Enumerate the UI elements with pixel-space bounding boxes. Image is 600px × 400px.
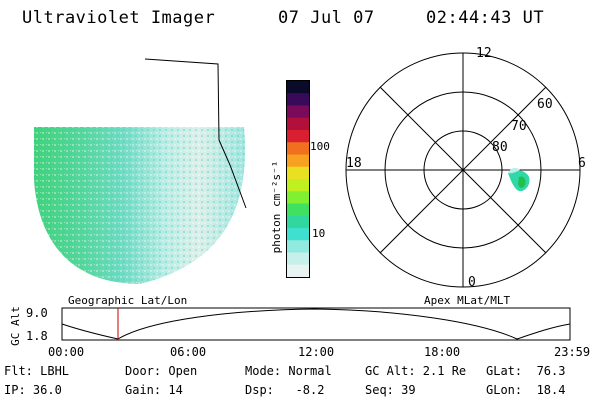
- track-x-tick-0: 00:00: [48, 345, 85, 359]
- colorbar-band: [287, 81, 309, 94]
- colorbar-band: [287, 154, 309, 168]
- colorbar-band: [287, 166, 309, 180]
- colorbar-band: [287, 203, 309, 217]
- door-info: Door: Open: [125, 364, 198, 378]
- track-x-tick-4: 23:59: [554, 345, 591, 359]
- coastline-line: [144, 58, 220, 141]
- mlat-label-80: 80: [492, 140, 508, 155]
- colorbar-band: [287, 240, 309, 253]
- date-label: 07 Jul 07: [278, 8, 375, 28]
- colorbar-tick-10: 10: [312, 227, 326, 240]
- glat-info: GLat: 76.3: [486, 364, 566, 378]
- mlt-label-12: 12: [476, 46, 492, 61]
- colorbar-band: [287, 179, 309, 192]
- track-x-tick-2: 12:00: [298, 345, 335, 359]
- track-frame: [61, 307, 571, 341]
- track-x-tick-1: 06:00: [170, 345, 207, 359]
- colorbar: [286, 80, 310, 278]
- polar-plot: [345, 52, 581, 288]
- gc-alt-info: GC Alt: 2.1 Re: [365, 364, 467, 378]
- track-y-tick-9: 9.0: [26, 306, 48, 320]
- colorbar-band: [287, 252, 309, 266]
- filter-info: Flt: LBHL: [4, 364, 70, 378]
- colorbar-band: [287, 117, 309, 131]
- terminator-line: [218, 139, 247, 209]
- track-left-title: Geographic Lat/Lon: [68, 294, 188, 307]
- colorbar-band: [287, 264, 309, 277]
- colorbar-band: [287, 191, 309, 204]
- colorbar-band: [287, 228, 309, 241]
- track-y-tick-1-8: 1.8: [26, 329, 48, 343]
- colorbar-tick-100: 100: [310, 140, 330, 153]
- seq-info: Seq: 39: [365, 383, 416, 397]
- colorbar-band: [287, 130, 309, 143]
- time-label: 02:44:43 UT: [426, 8, 545, 28]
- mode-info: Mode: Normal: [245, 364, 332, 378]
- colorbar-band: [287, 142, 309, 155]
- track-x-tick-3: 18:00: [424, 345, 461, 359]
- mlt-label-6: 6: [578, 156, 586, 171]
- colorbar-band: [287, 105, 309, 119]
- mlt-label-18: 18: [346, 156, 362, 171]
- glon-info: GLon: 18.4: [486, 383, 566, 397]
- instrument-title: Ultraviolet Imager: [22, 8, 216, 28]
- colorbar-band: [287, 93, 309, 106]
- altitude-curve: [61, 308, 571, 340]
- colorbar-band: [287, 215, 309, 229]
- mlt-label-0: 0: [468, 275, 476, 290]
- gain-info: Gain: 14: [125, 383, 183, 397]
- dsp-info: Dsp: -8.2: [245, 383, 325, 397]
- track-right-title: Apex MLat/MLT: [424, 294, 511, 307]
- mlat-label-70: 70: [511, 119, 527, 134]
- ip-info: IP: 36.0: [4, 383, 62, 397]
- mlat-label-60: 60: [537, 97, 553, 112]
